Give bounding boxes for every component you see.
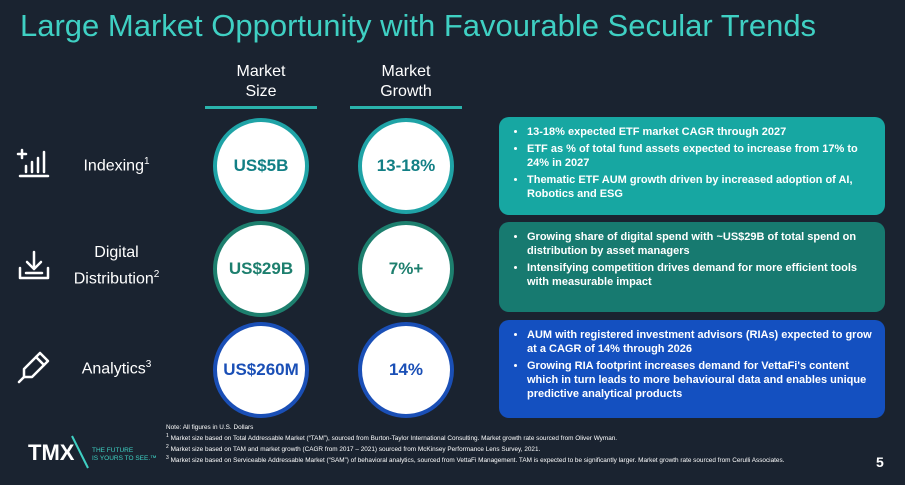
footnote-text: Market size based on Serviceable Address… <box>170 457 785 465</box>
footnote-num: 3 <box>166 455 169 462</box>
details-box-digital-distribution: Growing share of digital spend with ~US$… <box>499 222 885 312</box>
bullet-item: Thematic ETF AUM growth driven by increa… <box>527 173 873 201</box>
footnote-item: 1 Market size based on Total Addressable… <box>166 432 866 443</box>
market-size-header: Market Size <box>205 62 317 109</box>
footnote-text: Market size based on TAM and market grow… <box>170 446 541 454</box>
download-tray-icon <box>18 250 50 280</box>
bullet-item: ETF as % of total fund assets expected t… <box>527 142 873 170</box>
row-label-indexing: Indexing1 <box>16 134 181 194</box>
row-label-line: Distribution <box>73 270 154 288</box>
market-size-circle: US$29B <box>213 221 309 317</box>
market-growth-circle: 7%+ <box>358 221 454 317</box>
bullet-item: Intensifying competition drives demand f… <box>527 261 873 289</box>
footnote-ref: 2 <box>153 268 160 280</box>
row-label-line: Analytics <box>81 360 146 378</box>
row-label-line: Digital <box>94 243 139 261</box>
row-label-text: Analytics3 <box>52 354 181 380</box>
footnote-num: 1 <box>166 433 169 439</box>
market-growth-header: Market Growth <box>350 62 462 109</box>
market-size-header-line1: Market <box>236 63 286 80</box>
market-size-circle: US$260M <box>213 322 309 418</box>
footnote-ref: 3 <box>145 358 152 370</box>
bar-chart-growth-icon <box>16 148 50 178</box>
pen-tool-icon <box>17 351 50 384</box>
row-label-digital-distribution: Digital Distribution2 <box>16 236 181 296</box>
market-growth-circle: 13-18% <box>358 118 454 214</box>
market-growth-circle: 14% <box>358 322 454 418</box>
bullet-item: Growing RIA footprint increases demand f… <box>527 359 873 401</box>
row-label-text: Digital Distribution2 <box>52 242 181 290</box>
market-growth-header-line1: Market <box>381 63 431 80</box>
row-label-line: Indexing <box>83 157 144 175</box>
logo-tagline-1: THE FUTURE <box>92 447 134 454</box>
row-label-text: Indexing1 <box>52 151 181 177</box>
bullet-item: AUM with registered investment advisors … <box>527 328 873 356</box>
logo-name: TMX <box>28 440 75 465</box>
footnote-ref: 1 <box>143 155 150 167</box>
footnote-item: 2 Market size based on TAM and market gr… <box>166 443 866 454</box>
details-box-indexing: 13-18% expected ETF market CAGR through … <box>499 117 885 215</box>
bullet-item: 13-18% expected ETF market CAGR through … <box>527 125 873 139</box>
market-growth-header-line2: Growth <box>380 83 432 100</box>
tmx-logo-mark: TMX THE FUTURE IS YOURS TO SEE.™ <box>28 435 157 469</box>
footnote-intro: Note: All figures in U.S. Dollars <box>166 424 254 431</box>
footnote-item: 3 Market size based on Serviceable Addre… <box>166 454 866 465</box>
footnote-num: 2 <box>166 444 169 451</box>
bullet-item: Growing share of digital spend with ~US$… <box>527 230 873 258</box>
footnotes: Note: All figures in U.S. Dollars 1 Mark… <box>166 423 866 465</box>
market-size-circle: US$5B <box>213 118 309 214</box>
tmx-logo: TMX THE FUTURE IS YOURS TO SEE.™ <box>28 430 168 470</box>
page-number: 5 <box>876 454 884 470</box>
logo-tagline-2: IS YOURS TO SEE.™ <box>92 455 157 462</box>
footnote-text: Market size based on Total Addressable M… <box>170 435 618 443</box>
slide-title: Large Market Opportunity with Favourable… <box>20 8 817 43</box>
row-label-analytics: Analytics3 <box>16 337 181 397</box>
market-size-header-line2: Size <box>245 83 277 100</box>
details-box-analytics: AUM with registered investment advisors … <box>499 320 885 418</box>
